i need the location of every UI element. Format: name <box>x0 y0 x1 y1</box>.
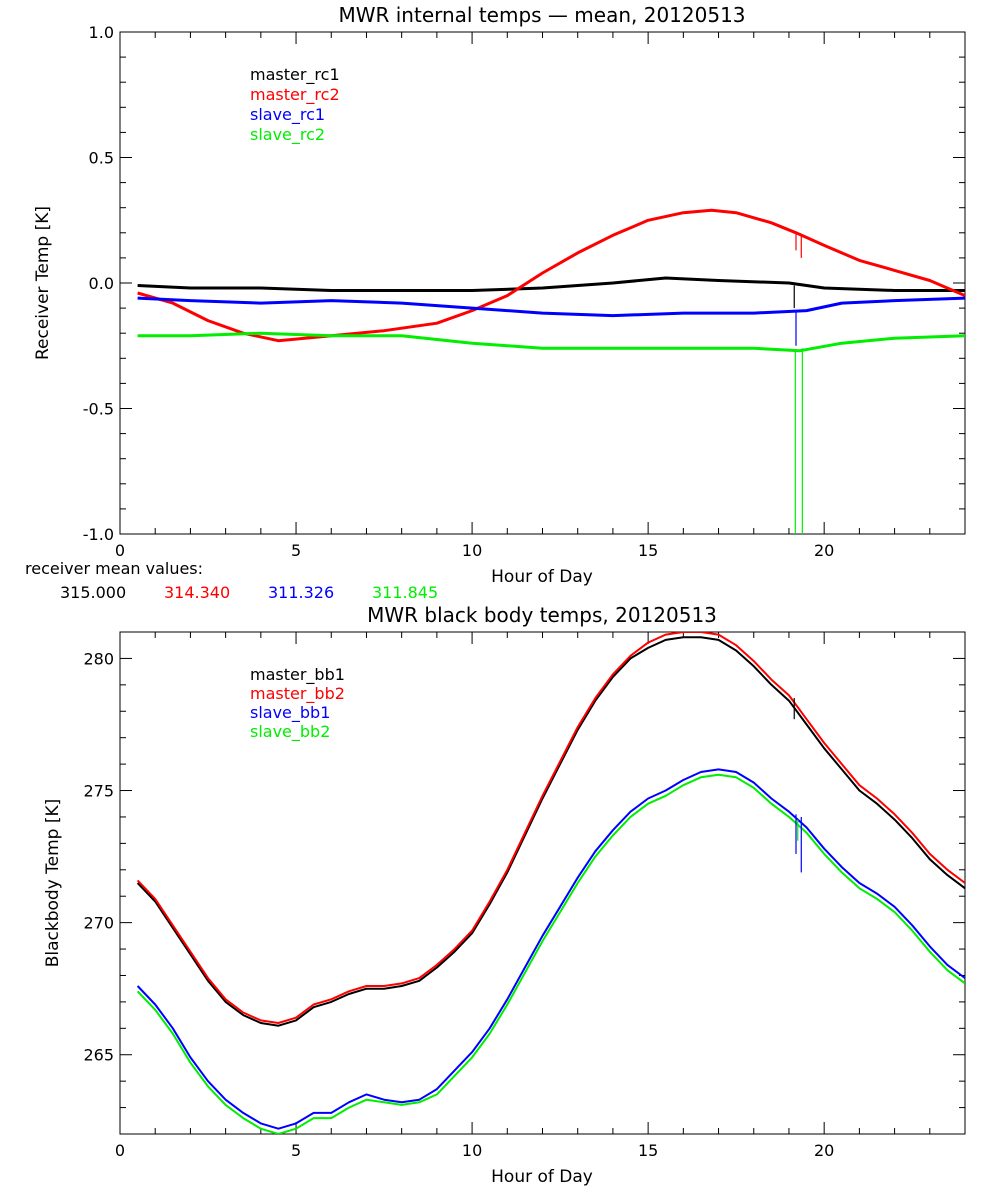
blackbody-y-axis-label: Blackbody Temp [K] <box>43 799 63 968</box>
receiver-x-tick-label: 10 <box>462 541 482 560</box>
blackbody-x-tick-label: 15 <box>638 1141 658 1160</box>
legend-entry-slave-bb1: slave_bb1 <box>250 703 330 723</box>
receiver-mean-value: 314.340 <box>164 583 230 602</box>
legend-entry-master-rc1: master_rc1 <box>250 65 340 85</box>
receiver-plot-frame <box>119 31 966 535</box>
blackbody-chart-title: MWR black body temps, 20120513 <box>367 603 717 627</box>
series-line-master-rc2 <box>137 208 965 343</box>
blackbody-plot-frame <box>119 631 966 1135</box>
receiver-temp-panel: MWR internal temps — mean, 20120513 0 5 10… <box>25 3 966 602</box>
series-line-slave-rc2 <box>137 331 965 353</box>
legend-entry-master-rc2: master_rc2 <box>250 85 340 105</box>
legend-entry-slave-bb2: slave_bb2 <box>250 722 330 742</box>
blackbody-y-tick-label: 280 <box>83 649 114 668</box>
receiver-y-axis-label: Receiver Temp [K] <box>33 206 53 360</box>
receiver-y-tick-label: 1.0 <box>89 23 114 42</box>
receiver-x-tick-label: 20 <box>814 541 834 560</box>
blackbody-temp-panel: MWR black body temps, 20120513 0 5 10 15 20 2… <box>43 603 966 1187</box>
series-line-slave-bb2 <box>136 773 965 1134</box>
blackbody-x-tick-label: 0 <box>115 1141 125 1160</box>
legend-entry-slave-rc1: slave_rc1 <box>250 105 325 125</box>
receiver-chart-title: MWR internal temps — mean, 20120513 <box>338 3 745 27</box>
legend-entry-master-bb2: master_bb2 <box>250 684 345 704</box>
receiver-x-tick-label: 0 <box>115 541 125 560</box>
receiver-series-group <box>137 208 965 534</box>
receiver-mean-values: 315.000 314.340 311.326 311.845 <box>60 583 438 602</box>
receiver-y-tick-label: -1.0 <box>83 525 114 544</box>
blackbody-y-tick-label: 270 <box>83 914 114 933</box>
series-line-master-rc1 <box>137 276 965 292</box>
receiver-axis-ticks: 0 5 10 15 20 -1.0 -0.5 0.0 0.5 1.0 <box>83 23 966 560</box>
receiver-mean-value: 311.326 <box>268 583 334 602</box>
blackbody-x-axis-label: Hour of Day <box>491 1167 593 1187</box>
blackbody-series-group <box>136 632 965 1134</box>
legend-entry-slave-rc2: slave_rc2 <box>250 125 325 145</box>
legend-entry-master-bb1: master_bb1 <box>250 665 345 685</box>
receiver-x-tick-label: 15 <box>638 541 658 560</box>
receiver-y-tick-label: 0.5 <box>89 149 114 168</box>
receiver-mean-value: 315.000 <box>60 583 126 602</box>
blackbody-axis-ticks: 0 5 10 15 20 265 270 275 280 <box>83 631 966 1160</box>
blackbody-x-tick-label: 10 <box>462 1141 482 1160</box>
series-line-master-bb2 <box>136 632 965 1024</box>
series-line-slave-bb1 <box>136 768 965 1130</box>
receiver-y-tick-label: 0.0 <box>89 274 114 293</box>
blackbody-y-tick-label: 265 <box>83 1046 114 1065</box>
receiver-x-tick-label: 5 <box>291 541 301 560</box>
blackbody-x-tick-label: 20 <box>814 1141 834 1160</box>
series-line-master-bb1 <box>136 636 965 1027</box>
blackbody-x-tick-label: 5 <box>291 1141 301 1160</box>
receiver-mean-values-label: receiver mean values: <box>25 559 203 578</box>
series-line-slave-rc1 <box>137 296 965 318</box>
receiver-x-axis-label: Hour of Day <box>491 567 593 587</box>
receiver-y-tick-label: -0.5 <box>83 400 114 419</box>
receiver-mean-value: 311.845 <box>372 583 438 602</box>
blackbody-y-tick-label: 275 <box>83 782 114 801</box>
